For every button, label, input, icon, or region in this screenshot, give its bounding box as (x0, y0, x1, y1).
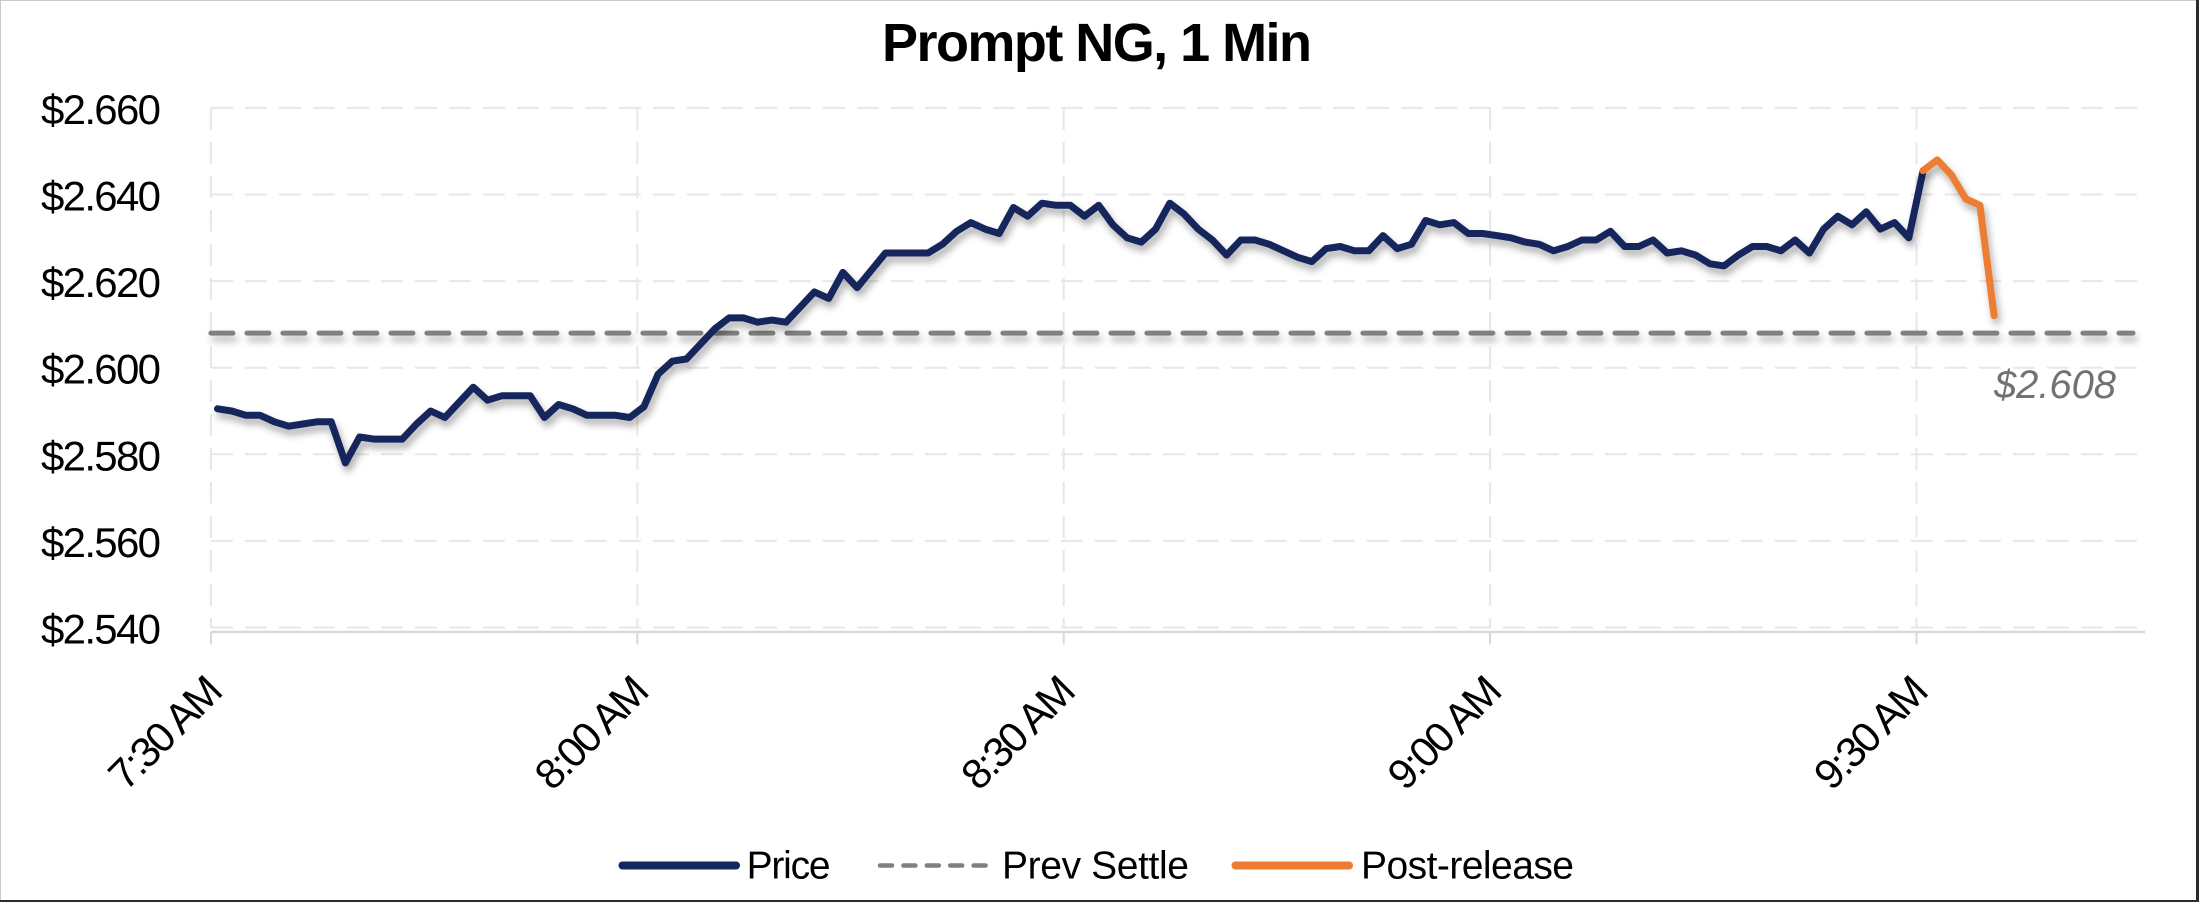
svg-text:Price: Price (747, 845, 831, 888)
svg-text:$2.580: $2.580 (41, 432, 161, 479)
svg-text:$2.640: $2.640 (41, 173, 161, 220)
svg-text:Prev Settle: Prev Settle (1002, 845, 1189, 888)
svg-text:$2.608: $2.608 (1993, 363, 2117, 407)
svg-text:Post-release: Post-release (1361, 845, 1574, 888)
svg-text:$2.660: $2.660 (41, 86, 161, 133)
svg-text:$2.600: $2.600 (41, 346, 161, 393)
svg-text:$2.540: $2.540 (41, 606, 161, 653)
svg-text:$2.620: $2.620 (41, 259, 161, 306)
svg-text:$2.560: $2.560 (41, 519, 161, 566)
svg-text:Prompt NG, 1 Min: Prompt NG, 1 Min (882, 13, 1312, 73)
